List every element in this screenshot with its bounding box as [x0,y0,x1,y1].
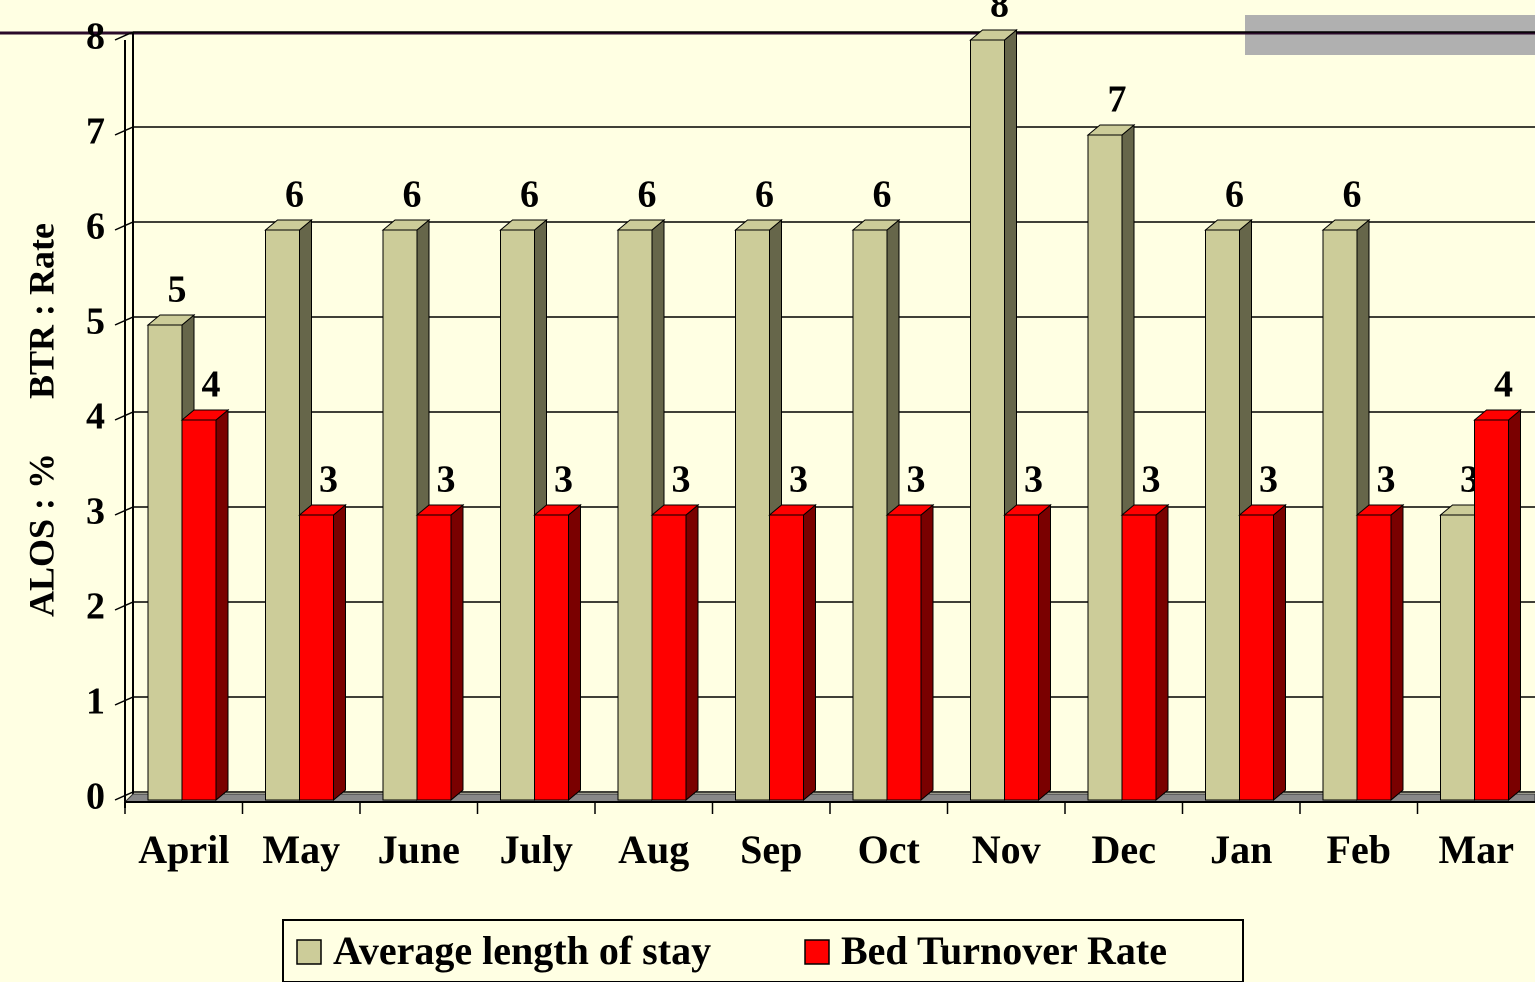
plot: 0 1 2 3 4 5 6 7 8 April 5 4 May 6 3 June 6 3 July 6 3 Aug 6 3 Se… [86,0,1535,872]
bar [1121,514,1157,801]
bar-side [215,408,229,802]
value-label: 3 [1142,459,1161,501]
bar [1322,229,1358,801]
bar [181,419,217,801]
y-tick-label: 7 [86,111,105,153]
value-label: 6 [520,174,539,216]
decor-bar [1245,15,1535,55]
bar [1004,514,1039,801]
y-tick-label: 1 [86,681,105,723]
x-tick-label: July [500,827,573,872]
y-tick-label: 3 [86,491,105,533]
y-tick-label: 6 [86,206,105,248]
bar [735,229,770,801]
bar [1474,419,1509,801]
value-label: 3 [319,459,338,501]
value-label: 3 [1259,459,1278,501]
bar [534,514,569,801]
y-tick [114,791,134,801]
bar [1205,229,1240,801]
x-tick-label: Aug [618,827,689,872]
value-label: 3 [907,459,926,501]
bar-side [450,503,464,802]
value-label: 3 [1024,459,1043,501]
y-tick [114,31,134,41]
bar [1239,514,1274,801]
value-label: 4 [1494,364,1513,406]
bar-side [1038,503,1051,802]
y-tick [114,411,134,421]
y-tick-label: 2 [86,586,105,628]
bar-side [1273,503,1286,802]
bar-side [1155,503,1169,802]
value-label: 4 [202,364,221,406]
bar-side [1508,408,1521,802]
x-tick-label: April [138,827,229,872]
value-label: 6 [638,174,657,216]
value-label: 6 [755,174,774,216]
legend-label: Average length of stay [333,928,711,973]
bar [769,514,804,801]
x-tick-label: May [262,827,340,872]
y-tick-label: 4 [86,396,105,438]
x-tick-label: Dec [1092,827,1156,872]
value-label: 6 [285,174,304,216]
x-tick-label: Mar [1438,827,1514,872]
bar-side [685,503,699,802]
x-tick-label: Oct [858,827,921,872]
legend-swatch [804,939,830,965]
value-label: 3 [437,459,456,501]
bar [265,229,300,801]
y-tick [114,696,134,706]
bar [1356,514,1392,801]
legend-swatch [296,939,322,965]
x-tick-label: Feb [1327,827,1391,872]
x-tick-label: Jan [1210,827,1272,872]
legend-items: Average length of stay Bed Turnover Rate [296,928,1167,973]
value-label: 8 [990,0,1009,26]
y-tick-label: 0 [86,776,105,818]
bar [651,514,687,801]
value-label: 3 [789,459,808,501]
bar [147,324,183,801]
bar [382,229,418,801]
bar-side [568,503,581,802]
bar [886,514,922,801]
legend [282,919,1244,982]
bar [1440,514,1475,801]
value-label: 6 [873,174,892,216]
y-tick [114,316,134,326]
value-label: 5 [168,269,187,311]
y-tick-label: 8 [86,16,105,58]
y-tick-label: 5 [86,301,105,343]
value-label: 3 [554,459,573,501]
x-tick-label: Sep [740,827,802,872]
y-tick [114,601,134,611]
x-tick-label: June [378,827,460,872]
value-label: 6 [1343,174,1362,216]
bar-side [803,503,816,802]
bar [617,229,653,801]
value-label: 3 [1377,459,1396,501]
bar [1087,134,1123,801]
bar [500,229,535,801]
value-label: 6 [403,174,422,216]
bar [299,514,334,801]
x-tick-label: Nov [972,827,1041,872]
value-label: 7 [1108,79,1127,121]
y-axis-label: ALOS : % BTR : Rate [21,223,61,617]
bar [970,39,1005,801]
y-tick [114,126,134,136]
bar-side [1390,503,1404,802]
value-label: 3 [672,459,691,501]
bar [852,229,888,801]
value-label: 6 [1225,174,1244,216]
legend-label: Bed Turnover Rate [841,928,1167,973]
bar-side [333,503,346,802]
bar-side [920,503,934,802]
bar [416,514,452,801]
y-tick [114,506,134,516]
y-tick [114,221,134,231]
